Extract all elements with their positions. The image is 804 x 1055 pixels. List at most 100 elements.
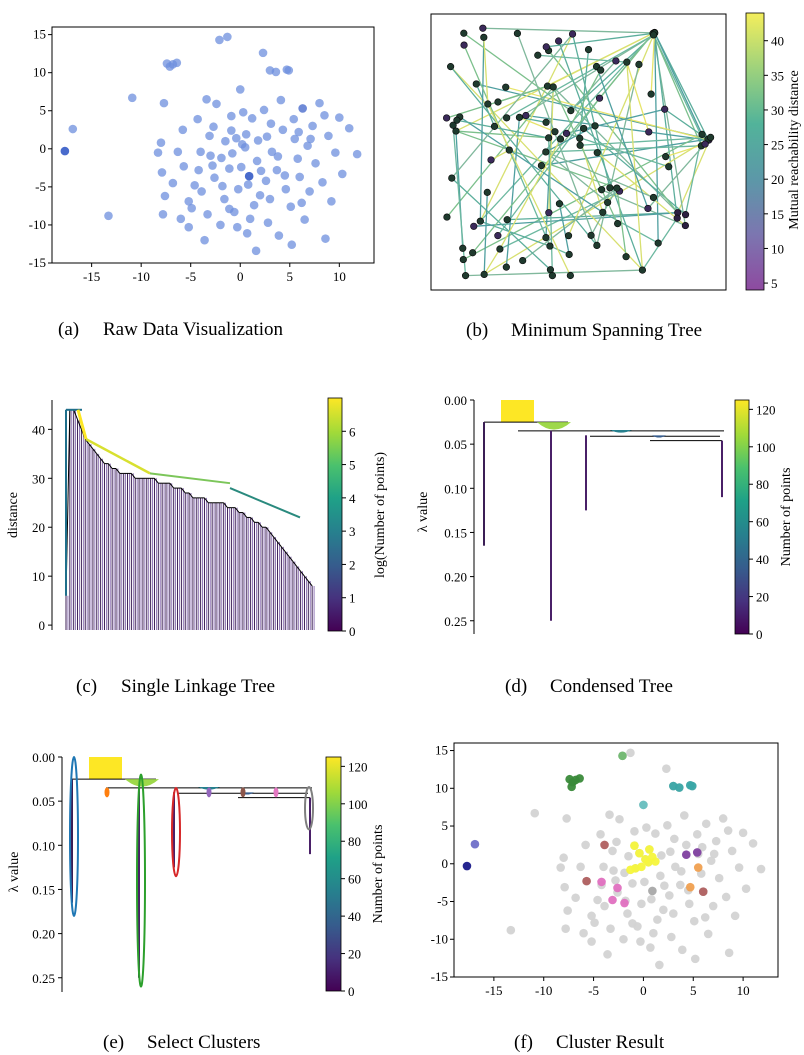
panel-c-cbar-label: 2 [349,557,356,572]
panel-e-cbar-label: 80 [348,834,361,849]
panel-b-tree-edge [451,177,551,271]
panel-f-ytick-label: -15 [431,969,448,984]
panel-f-cluster-result: -15 -10 -5 0 5 10 15 10 5 0 -5 -10 -15 (f) Cluster R… [431,742,779,1053]
panel-b-tree-edge [451,33,574,179]
panel-f-data-point [721,892,731,902]
panel-a-data-point [197,187,206,196]
panel-a-data-point [158,209,168,219]
panel-b-node [598,186,606,194]
panel-a-data-point [218,181,227,191]
panel-c-top-link [229,487,301,519]
panel-f-xtick-label: -10 [535,983,552,998]
panel-b-cbar-label: 5 [771,276,778,291]
panel-c-merge-link [269,531,275,538]
panel-d-cbar-label: 80 [756,477,769,492]
panel-a-ytick-label: -15 [29,255,46,270]
panel-a-data-point [303,141,312,151]
panel-c-top-link [85,438,151,475]
panel-c-caption: Single Linkage Tree [121,676,275,697]
panel-a-data-point [247,114,257,123]
panel-f-caption: Cluster Result [556,1032,665,1053]
panel-d-ytick-label: 0.00 [444,393,467,408]
panel-c-cbar-label: 6 [349,424,356,439]
panel-c-merge-link [154,477,159,484]
panel-b-tree-edge [558,203,570,255]
panel-f-data-point [637,899,646,909]
panel-a-data-point [153,148,163,157]
panel-b-node [593,241,601,249]
panel-e-select-clusters: 0.00 0.05 0.10 0.15 0.20 0.25 λ value 0 20 40 60… [7,750,386,1053]
panel-b-tree-edge [537,54,627,63]
panel-a-data-point [227,126,236,135]
panel-f-data-point [692,848,702,857]
panel-b-tree-edge [497,97,601,237]
panel-a-data-point [159,98,169,108]
panel-f-data-point [645,845,654,854]
panel-f-data-point [653,915,662,924]
panel-f-data-point [618,751,627,761]
panel-a-data-point [337,169,347,179]
panel-b-node [622,253,630,261]
panel-b-tree-edge [522,187,618,262]
panel-a-xtick-label: 5 [287,269,294,284]
panel-a-data-point [251,246,261,256]
panel-a-data-point [305,187,314,196]
panel-a-data-point [284,66,294,75]
panel-b-node [459,244,467,252]
panel-c-merge-link [73,409,79,420]
panel-f-data-point [756,864,766,874]
panel-a-data-point [273,152,283,161]
panel-b-edges [446,27,712,277]
panel-b-node [591,122,599,130]
panel-f-data-point [630,827,639,836]
panel-f-data-point [642,823,651,832]
panel-e-ticks: 0.00 0.05 0.10 0.15 0.20 0.25 [32,750,62,986]
panel-d-letter: (d) [505,676,527,697]
panel-a-data-point [104,211,113,221]
panel-b-node [460,29,468,37]
panel-b-colorbar-ticks: 5 10 15 20 25 30 35 40 [764,34,784,291]
panel-f-data-point [559,853,568,863]
panel-f-data-point [663,820,672,830]
panel-b-node [613,184,621,192]
panel-b-tree-edge [455,31,655,132]
panel-f-data-point [582,876,591,886]
panel-a-data-point [196,147,205,157]
panel-a-data-point [217,153,226,163]
panel-b-tree-edge [545,151,654,199]
panel-a-ytick-label: 5 [40,103,47,118]
panel-c-cbar-label: 3 [349,524,356,539]
panel-b-node [661,105,669,113]
panel-e-colorbar-ticks: 0 20 40 60 80 100 120 [341,759,368,999]
panel-b-node [580,124,588,133]
panel-f-data-point [666,847,675,856]
panel-c-ytick-label: 20 [32,520,45,535]
panel-e-selected-cluster [104,787,110,798]
panel-f-axes-frame [453,742,779,978]
panel-a-data-point [293,154,303,164]
panel-c-merge-link [257,522,263,528]
panel-c-merge-link [204,497,209,504]
panel-f-data-point [706,856,716,866]
panel-b-node [567,106,575,115]
panel-b-tree-edge [483,37,489,105]
panel-b-node [576,134,584,142]
panel-f-data-point [587,911,596,921]
panel-f-data-point [681,850,691,860]
panel-b-tree-edge [545,151,609,203]
panel-c-merge-link [188,492,194,499]
panel-e-selected-cluster [240,787,246,798]
panel-b-node [534,51,542,59]
panel-a-data-point [212,99,221,109]
panel-f-data-point [684,899,694,909]
panel-b-tree-edge [546,32,654,48]
panel-d-ytick-label: 0.25 [444,614,467,629]
panel-a-points [60,32,362,256]
panel-a-data-point [294,127,304,137]
panel-a-data-point [242,229,252,238]
panel-b-node [681,221,689,230]
panel-f-data-point [681,840,691,850]
panel-f-ytick-label: -10 [431,931,448,946]
panel-b-node [494,98,502,106]
panel-a-data-point [300,215,309,224]
